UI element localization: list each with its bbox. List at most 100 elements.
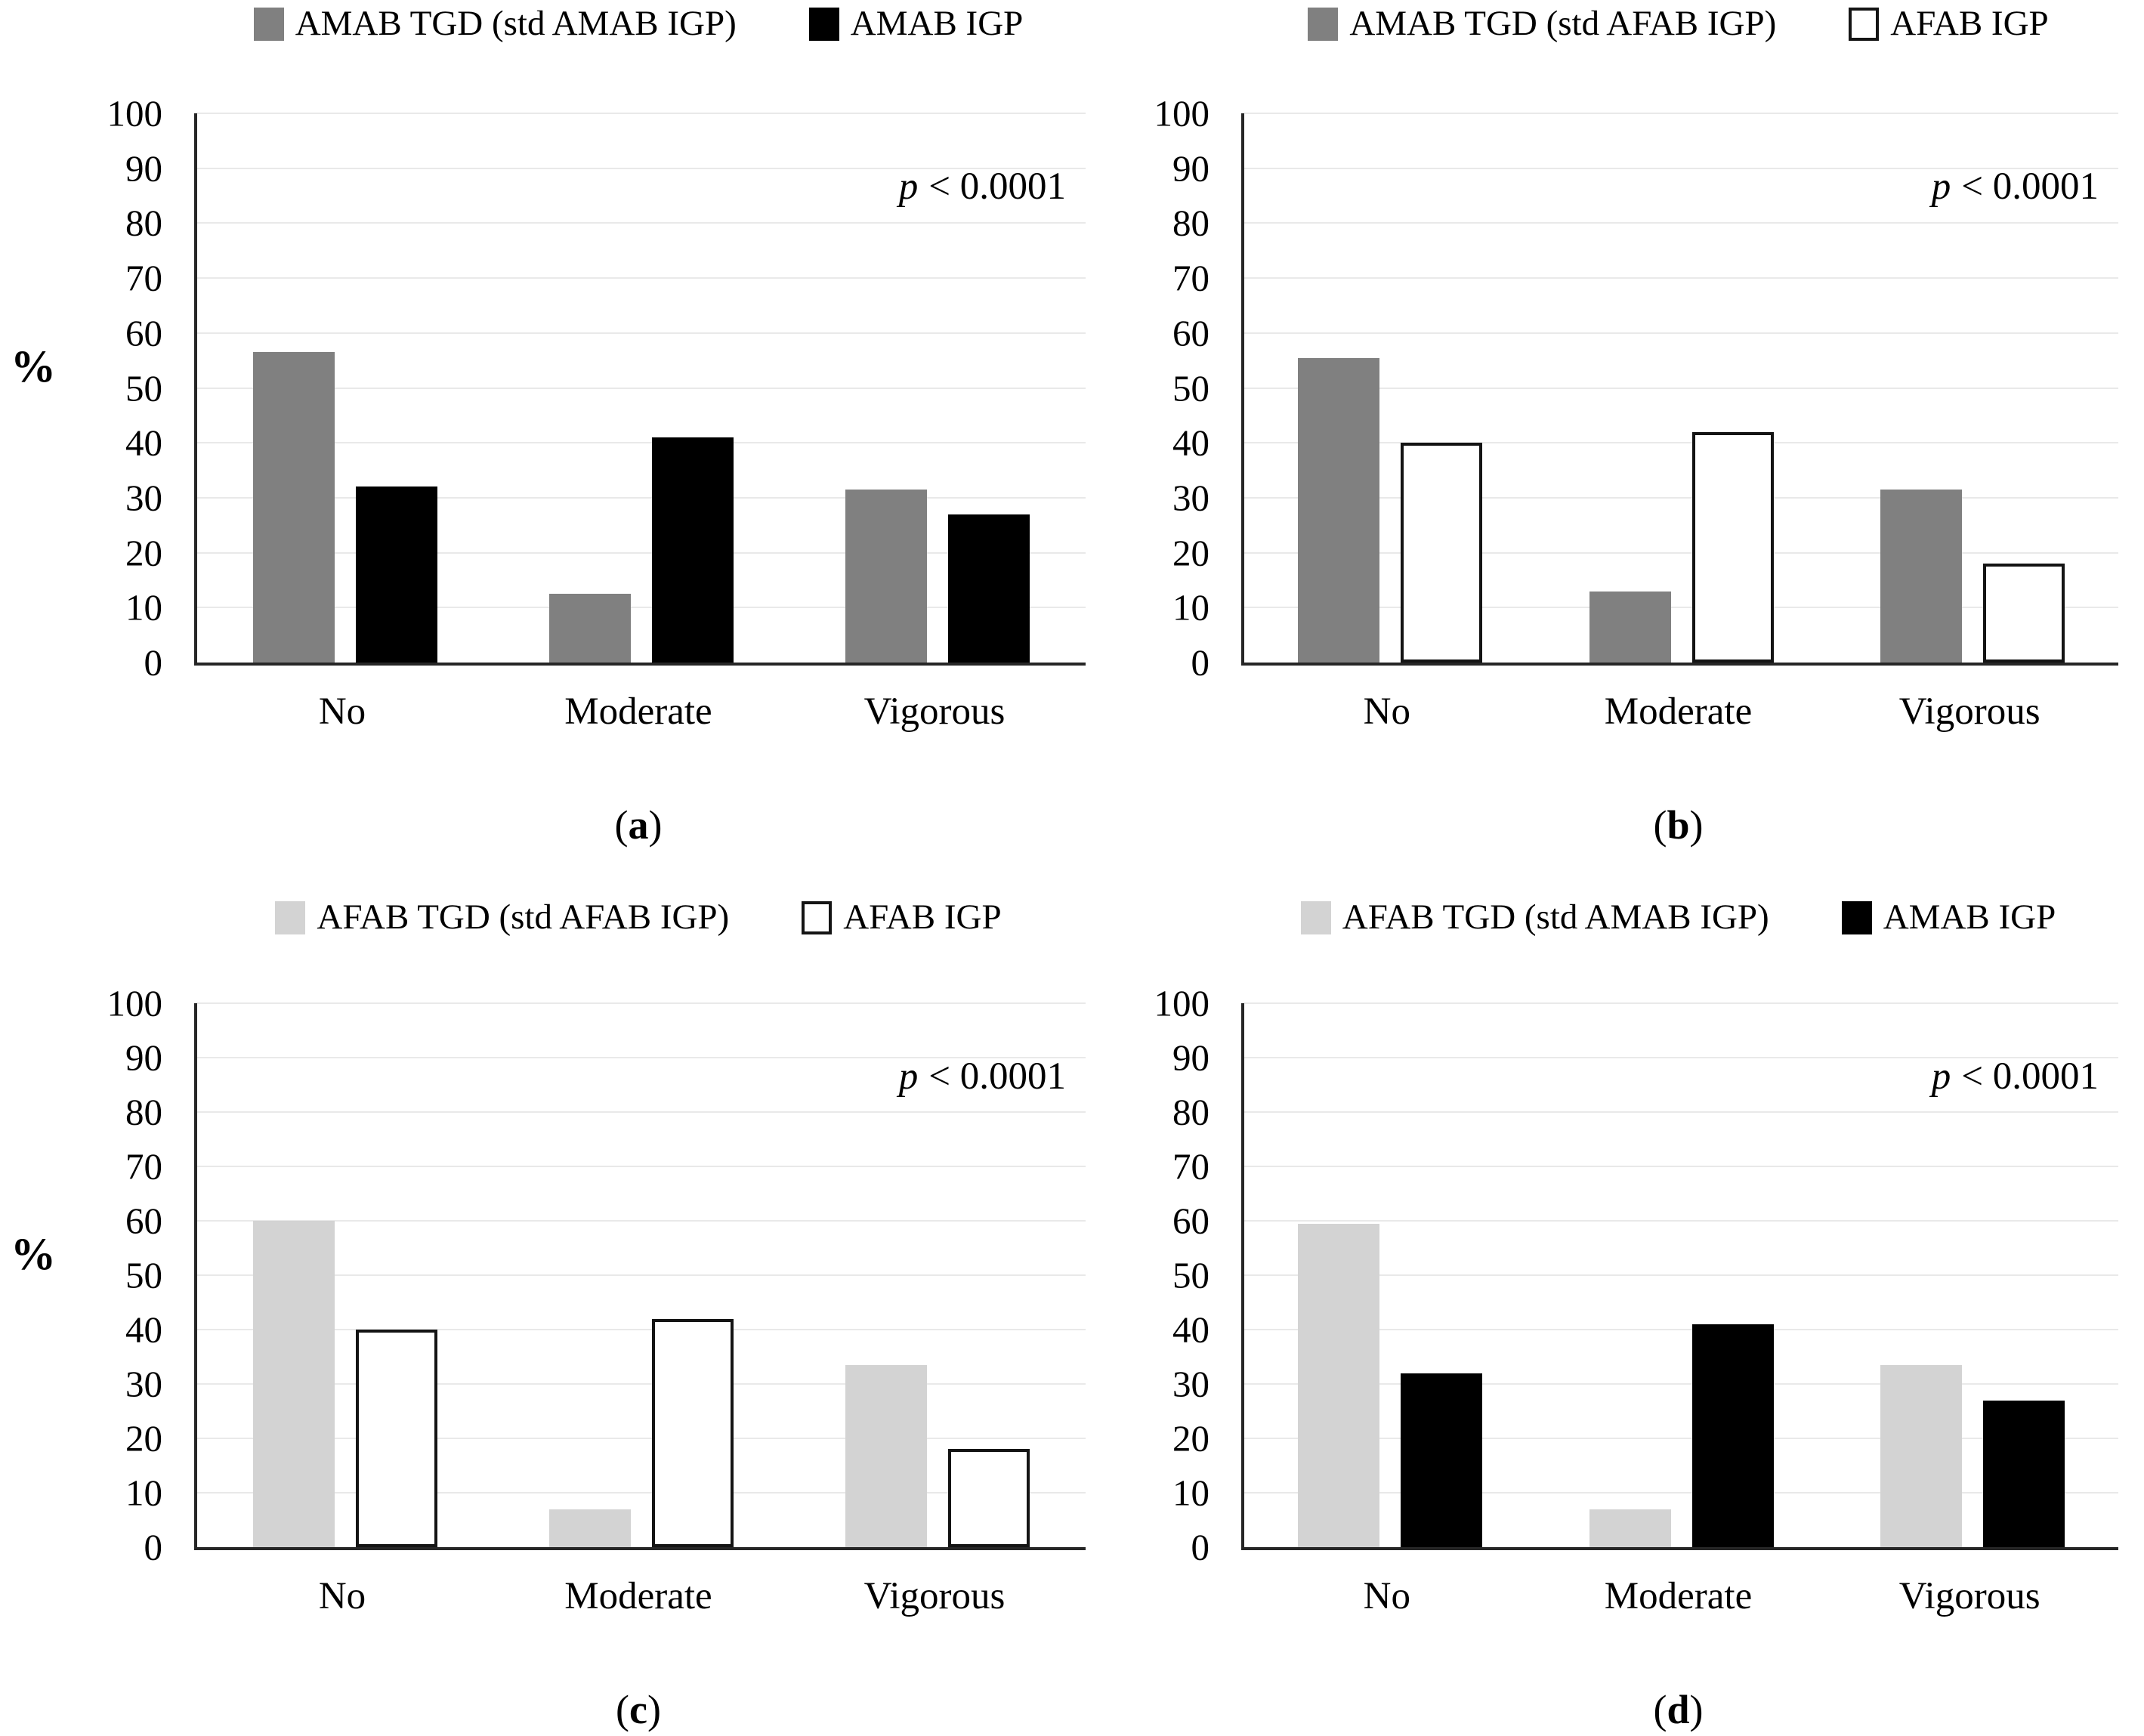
gridline [197,277,1086,280]
bar-group-vigorous [789,1003,1086,1547]
legend-a: AMAB TGD (std AMAB IGP) AMAB IGP [194,6,1083,42]
p-value-italic: p [898,1055,919,1098]
bar-group-no [197,113,493,663]
y-tick-label: 70 [125,257,162,299]
y-tick-label: 90 [125,147,162,190]
legend-item-a-1: AMAB IGP [808,4,1024,43]
legend-item-a-0: AMAB TGD (std AMAB IGP) [253,4,737,43]
caption-letter: c [629,1687,647,1732]
gridline [197,113,1086,114]
y-tick-label: 0 [1191,1526,1210,1568]
x-category-label: Vigorous [863,1575,1006,1617]
bar-b-no-igp [1400,443,1482,663]
bar-a-vigorous-tgd [845,490,927,663]
gridline [1244,277,2118,280]
bar-d-vigorous-igp [1983,1400,2065,1547]
x-category-label: No [318,1575,366,1617]
legend-b: AMAB TGD (std AFAB IGP) AFAB IGP [1241,6,2115,42]
legend-swatch-dark_gray-icon [253,7,284,41]
legend-d: AFAB TGD (std AMAB IGP) AMAB IGP [1241,900,2115,935]
y-tick-label: 40 [125,1308,162,1351]
bar-group-vigorous [1827,1003,2118,1547]
bar-d-vigorous-tgd [1880,1364,1963,1547]
bar-c-vigorous-igp [948,1449,1030,1547]
legend-item-b-1: AFAB IGP [1849,6,2049,42]
x-category-label: Moderate [1604,690,1753,733]
y-tick-label: 10 [125,1472,162,1514]
p-value-italic: p [1931,165,1951,208]
gridline [197,1492,1086,1494]
y-tick-label: 30 [1172,477,1209,519]
p-value-rest: < 0.0001 [1961,165,2099,208]
x-category-label: No [318,690,366,733]
gridline [1244,1383,2118,1385]
gridline [1244,1166,2118,1167]
caption-close-paren: ) [647,1687,661,1732]
y-axis-b: 0 10 20 30 40 50 60 70 80 90 100 [1066,95,1210,681]
gridline [197,1111,1086,1113]
gridline [197,332,1086,334]
gridline [197,1057,1086,1058]
bar-b-vigorous-tgd [1880,490,1963,663]
p-value-annotation: p < 0.0001 [1932,168,2099,206]
bar-b-moderate-igp [1691,431,1774,663]
gridline [197,1383,1086,1385]
bar-group-no [1244,113,1536,663]
y-tick-label: 90 [125,1036,162,1079]
p-value-annotation: p < 0.0001 [899,1058,1066,1096]
p-value-rest: < 0.0001 [928,1055,1066,1098]
gridline [197,442,1086,444]
gridline [1244,113,2118,114]
y-axis-percent-label: % [11,341,56,392]
bar-groups [1244,1003,2118,1547]
gridline [197,1166,1086,1167]
y-tick-label: 30 [125,477,162,519]
y-tick-label: 80 [1172,1091,1209,1133]
y-tick-label: 60 [1172,312,1209,354]
x-axis-labels-b: No Moderate Vigorous [1241,693,2115,731]
legend-swatch-black-icon [1841,900,1872,934]
y-axis-d: 0 10 20 30 40 50 60 70 80 90 100 [1066,985,1210,1566]
bar-c-moderate-tgd [549,1509,631,1547]
gridline [1244,1438,2118,1439]
legend-label: AMAB IGP [850,4,1024,43]
x-category-label: Moderate [1604,1575,1753,1617]
x-category-label: Vigorous [863,690,1006,733]
y-tick-label: 80 [125,202,162,244]
y-tick-label: 40 [125,422,162,464]
plot-area-d: p < 0.0001 [1241,1002,2118,1550]
gridline [197,387,1086,389]
legend-item-d-0: AFAB TGD (std AMAB IGP) [1300,900,1769,935]
bar-a-no-tgd [253,352,335,663]
gridline [197,607,1086,609]
panel-caption-c: (c) [194,1689,1083,1730]
y-axis-a: 0 10 20 30 40 50 60 70 80 90 100 [19,95,163,681]
bar-group-moderate [493,113,789,663]
legend-item-c-1: AFAB IGP [802,900,1002,935]
y-tick-label: 20 [1172,532,1209,574]
caption-open-paren: ( [1653,1687,1667,1732]
gridline [1244,607,2118,609]
x-category-label: Vigorous [1898,690,2041,733]
legend-label: AMAB TGD (std AFAB IGP) [1349,4,1777,43]
panel-c: AFAB TGD (std AFAB IGP) AFAB IGP 0 10 20 30 40… [0,868,1086,1736]
y-tick-label: 90 [1172,1036,1209,1079]
y-tick-label: 40 [1172,422,1209,464]
legend-label: AMAB TGD (std AMAB IGP) [295,4,737,43]
caption-open-paren: ( [616,1687,630,1732]
p-value-italic: p [1931,1055,1951,1098]
y-tick-label: 70 [1172,1145,1209,1188]
panel-b: AMAB TGD (std AFAB IGP) AFAB IGP 0 10 20 30 40… [1072,0,2144,868]
x-axis-labels-c: No Moderate Vigorous [194,1577,1083,1616]
bar-group-moderate [1536,113,1827,663]
x-category-label: No [1363,690,1410,733]
caption-close-paren: ) [1689,802,1704,848]
bar-b-vigorous-igp [1983,564,2065,663]
y-tick-label: 30 [1172,1363,1209,1405]
y-axis-percent-label: % [11,1229,56,1280]
y-tick-label: 100 [107,92,163,134]
gridline [197,222,1086,224]
gridline [1244,167,2118,169]
bar-a-moderate-tgd [549,594,631,663]
